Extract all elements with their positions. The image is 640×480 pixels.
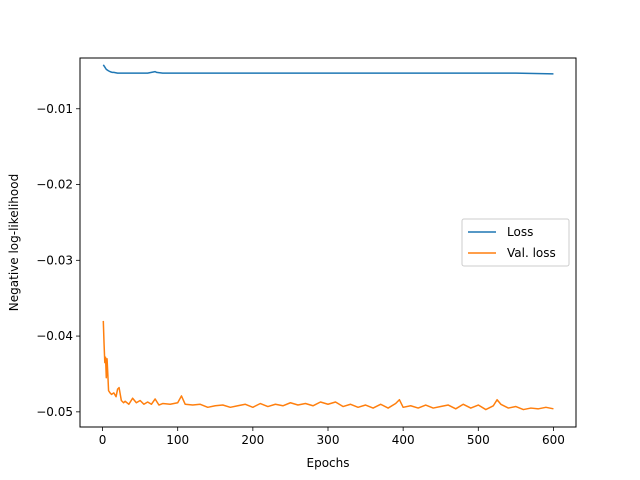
legend-label-1: Val. loss: [507, 246, 556, 260]
x-tick-label: 100: [166, 433, 189, 447]
legend-label-0: Loss: [507, 225, 533, 239]
x-tick-label: 300: [317, 433, 340, 447]
y-tick-label: −0.02: [36, 178, 73, 192]
x-tick-label: 500: [467, 433, 490, 447]
x-tick-label: 600: [542, 433, 565, 447]
y-tick-label: −0.01: [36, 102, 73, 116]
series-line-1: [102, 320, 554, 411]
x-tick-label: 400: [392, 433, 415, 447]
x-axis-label: Epochs: [307, 456, 350, 470]
y-axis-ticks: −0.01 −0.02 −0.03 −0.04 −0.05: [36, 102, 80, 419]
y-tick-label: −0.05: [36, 405, 73, 419]
y-axis-label: Negative log-likelihood: [7, 174, 21, 311]
y-tick-label: −0.03: [36, 253, 73, 267]
x-tick-label: 0: [99, 433, 107, 447]
legend: Loss Val. loss: [461, 218, 570, 267]
y-tick-label: −0.04: [36, 329, 73, 343]
plot-series: [102, 64, 554, 411]
series-line-0: [102, 64, 554, 75]
x-tick-label: 200: [241, 433, 264, 447]
legend-box: [461, 218, 570, 267]
x-axis-ticks: 0 100 200 300 400 500 600: [99, 427, 565, 447]
